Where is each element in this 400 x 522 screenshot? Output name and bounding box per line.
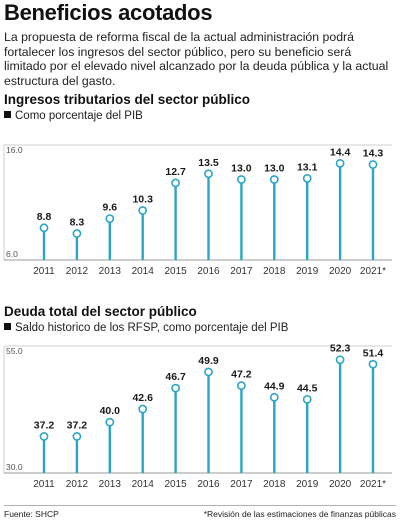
footer-source: Fuente: SHCP xyxy=(4,509,59,519)
chart-1-category-label: 2018 xyxy=(263,266,286,277)
chart-2-point xyxy=(105,417,115,427)
chart-2-value-label: 46.7 xyxy=(165,371,186,383)
chart-2-category-label: 2014 xyxy=(132,479,155,490)
chart-2-value-label: 37.2 xyxy=(34,419,55,431)
chart-1-value-label: 13.0 xyxy=(264,163,285,175)
footer-divider xyxy=(4,505,396,506)
chart-2-category-label: 2015 xyxy=(164,479,187,490)
chart-1-point xyxy=(171,178,180,188)
chart-2-point xyxy=(368,359,378,369)
chart-1-category-label: 2019 xyxy=(296,266,319,277)
chart-1-subtitle: Como porcentaje del PIB xyxy=(4,110,143,122)
chart-1-point xyxy=(138,206,148,215)
chart-2-ytick-bottom: 30.0 xyxy=(6,462,23,472)
chart-2-subtitle: Saldo historico de los RFSP, como porcen… xyxy=(4,322,288,334)
chart-2-point xyxy=(171,383,180,393)
chart-1-value-label: 13.0 xyxy=(231,163,252,175)
chart-1-category-label: 2013 xyxy=(99,266,122,277)
chart-1-subtitle-text: Como porcentaje del PIB xyxy=(15,110,143,122)
chart-1-value-label: 14.3 xyxy=(363,148,384,160)
chart-1-ytick-bottom: 6.0 xyxy=(6,249,18,259)
chart-1-point xyxy=(302,173,312,183)
chart-2-category-label: 2019 xyxy=(296,479,319,490)
chart-2-category-label: 2012 xyxy=(66,479,89,490)
footer-note: *Revisión de las estimaciones de finanza… xyxy=(203,509,396,519)
chart-2-value-label: 40.0 xyxy=(100,405,121,417)
intro-text: La propuesta de reforma fiscal de la act… xyxy=(4,30,389,88)
chart-2-category-label: 2016 xyxy=(197,479,220,490)
chart-1-point xyxy=(368,160,378,169)
chart-2-ytick-top: 55.0 xyxy=(6,346,23,356)
chart-1-point xyxy=(335,159,345,168)
bullet-square-icon xyxy=(4,111,11,118)
chart-1-value-label: 8.8 xyxy=(37,211,52,223)
chart-1-category-label: 2015 xyxy=(164,266,187,277)
chart-2-category-label: 2020 xyxy=(329,479,352,490)
chart-1-category-label: 2014 xyxy=(132,266,155,277)
chart-1-point xyxy=(105,214,115,223)
chart-1-ytick-top: 16.0 xyxy=(6,145,23,155)
chart-1-point xyxy=(204,169,213,179)
chart-1-ingresos: 16.0 6.0 8.8 2011 8.3 2012 9.6 2013 10.3 2014 12.7… xyxy=(3,144,392,277)
chart-2-deuda: 55.0 30.0 37.2 2011 37.2 2012 40.0 2013 42.6 2014… xyxy=(3,343,392,490)
chart-1-point xyxy=(236,175,246,184)
chart-1-value-label: 12.7 xyxy=(165,166,186,178)
chart-1-category-label: 2016 xyxy=(197,266,220,277)
chart-1-point xyxy=(269,175,279,184)
chart-1-category-label: 2020 xyxy=(329,266,352,277)
chart-2-category-label: 2021* xyxy=(360,479,386,490)
chart-2-category-label: 2017 xyxy=(230,479,253,490)
chart-2-point xyxy=(138,404,148,414)
chart-1-category-label: 2011 xyxy=(33,266,55,277)
chart-2-point xyxy=(236,381,246,391)
chart-1-value-label: 14.4 xyxy=(330,146,351,158)
chart-2-value-label: 42.6 xyxy=(132,392,153,404)
chart-2-point xyxy=(269,392,279,402)
chart-2-point xyxy=(204,367,213,377)
chart-1-category-label: 2021* xyxy=(360,266,386,277)
chart-2-value-label: 44.5 xyxy=(297,382,318,394)
chart-1-point xyxy=(39,223,49,233)
chart-1-title: Ingresos tributarios del sector público xyxy=(4,92,251,107)
chart-2-value-label: 44.9 xyxy=(264,380,285,392)
chart-2-value-label: 37.2 xyxy=(67,419,88,431)
chart-1-value-label: 8.3 xyxy=(70,217,85,229)
chart-1-value-label: 9.6 xyxy=(102,202,117,214)
chart-2-title: Deuda total del sector público xyxy=(4,304,197,319)
chart-2-subtitle-text: Saldo historico de los RFSP, como porcen… xyxy=(15,322,289,334)
page-title: Beneficios acotados xyxy=(4,0,213,25)
chart-1-point xyxy=(72,229,82,238)
chart-2-category-label: 2013 xyxy=(99,479,122,490)
bullet-square-icon xyxy=(4,323,11,330)
chart-1-category-label: 2017 xyxy=(230,266,253,277)
chart-2-value-label: 51.4 xyxy=(363,347,384,359)
chart-2-value-label: 52.3 xyxy=(330,343,351,355)
chart-1-value-label: 10.3 xyxy=(132,194,153,206)
chart-2-category-label: 2011 xyxy=(33,479,55,490)
chart-1-value-label: 13.5 xyxy=(198,157,219,169)
chart-2-category-label: 2018 xyxy=(263,479,286,490)
chart-1-category-label: 2012 xyxy=(66,266,89,277)
chart-2-point xyxy=(72,432,82,441)
chart-1-value-label: 13.1 xyxy=(297,161,318,173)
chart-2-value-label: 47.2 xyxy=(231,369,252,381)
chart-2-point xyxy=(39,432,49,441)
chart-2-value-label: 49.9 xyxy=(198,355,219,367)
chart-2-point xyxy=(302,394,312,404)
chart-2-point xyxy=(335,355,345,365)
